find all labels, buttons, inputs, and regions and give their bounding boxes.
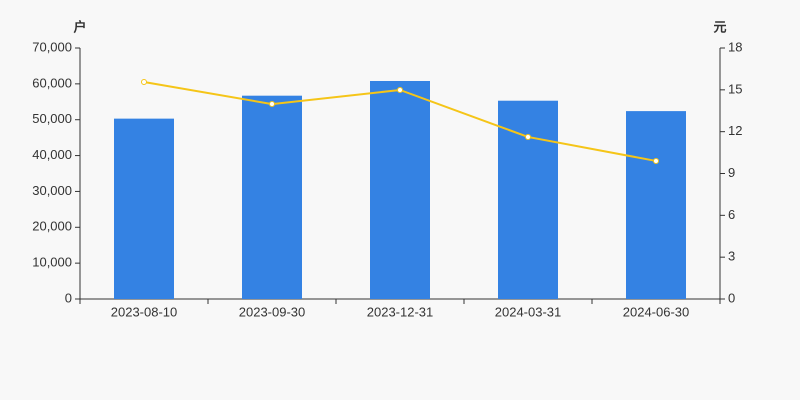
y2-tick-label: 3 — [728, 249, 735, 264]
line-point — [141, 79, 147, 86]
x-tick-label: 2024-03-31 — [495, 304, 562, 319]
y-tick-label: 0 — [65, 290, 72, 305]
y-tick-label: 10,000 — [32, 255, 72, 270]
y-tick-label: 70,000 — [32, 39, 72, 54]
y2-tick-label: 0 — [728, 290, 735, 305]
y-axis-title: 户 — [73, 19, 86, 34]
line-point — [525, 133, 531, 140]
y2-axis-title: 元 — [713, 19, 726, 34]
y2-tick-label: 12 — [728, 123, 742, 138]
y2-tick-label: 18 — [728, 39, 742, 54]
line-point — [397, 86, 403, 93]
x-tick-label: 2023-09-30 — [239, 304, 306, 319]
y-tick-label: 20,000 — [32, 219, 72, 234]
y-tick-label: 30,000 — [32, 183, 72, 198]
x-tick-label: 2023-12-31 — [367, 304, 434, 319]
line-point — [269, 101, 275, 108]
bar — [242, 95, 302, 299]
x-tick-label: 2024-06-30 — [623, 304, 690, 319]
y2-tick-label: 9 — [728, 165, 735, 180]
line-point — [653, 157, 659, 164]
y2-tick-label: 15 — [728, 81, 742, 96]
bar — [370, 80, 430, 299]
y-tick-label: 60,000 — [32, 75, 72, 90]
y-tick-label: 50,000 — [32, 111, 72, 126]
bar — [114, 118, 174, 299]
y-tick-label: 40,000 — [32, 147, 72, 162]
bar — [626, 111, 686, 299]
x-tick-label: 2023-08-10 — [111, 304, 178, 319]
bar — [498, 100, 558, 300]
y2-tick-label: 6 — [728, 207, 735, 222]
